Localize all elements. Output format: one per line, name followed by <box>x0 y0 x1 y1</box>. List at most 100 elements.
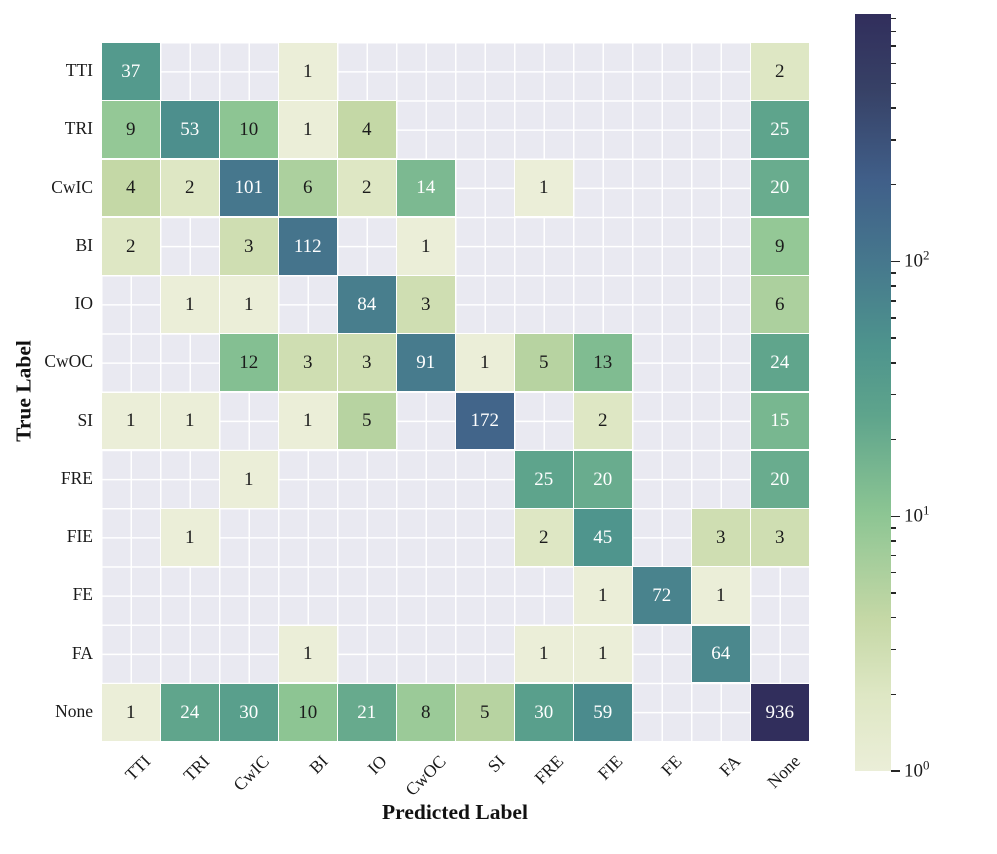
heatmap-cell: 1 <box>396 216 456 276</box>
colorbar-minor-tick <box>891 527 896 529</box>
heatmap-cell: 9 <box>750 216 810 276</box>
colorbar-minor-tick <box>891 62 896 64</box>
heatmap-cell: 2 <box>337 158 397 218</box>
colorbar-minor-tick <box>891 272 896 274</box>
colorbar-minor-tick <box>891 693 896 695</box>
heatmap-cell: 25 <box>750 100 810 159</box>
heatmap-cell: 4 <box>337 100 397 159</box>
heatmap-cell: 101 <box>219 158 279 218</box>
heatmap-cell: 6 <box>278 158 338 218</box>
heatmap-cell: 3 <box>396 275 456 334</box>
x-tick-label: TRI <box>179 751 214 786</box>
y-tick-label: TTI <box>65 60 93 81</box>
colorbar-minor-tick <box>891 554 896 557</box>
colorbar-minor-tick <box>891 592 896 594</box>
y-tick-label: FA <box>71 642 93 663</box>
heatmap-cell: 5 <box>514 333 574 392</box>
heatmap-cell: 64 <box>691 624 751 684</box>
heatmap-cell: 2 <box>573 391 633 451</box>
heatmap-cell: 24 <box>160 682 220 742</box>
heatmap-cell: 37 <box>101 42 161 101</box>
heatmap-cell: 3 <box>750 508 810 567</box>
heatmap-cell: 1 <box>514 158 574 218</box>
y-tick-label: SI <box>77 409 93 430</box>
heatmap-cell: 1 <box>278 624 338 684</box>
heatmap-cell: 172 <box>455 391 515 451</box>
colorbar-tick-label: 101 <box>904 502 930 527</box>
heatmap-cell: 10 <box>278 682 338 742</box>
y-tick-label: CwIC <box>51 176 93 197</box>
x-tick-label: CwOC <box>401 751 450 800</box>
heatmap-cell: 24 <box>750 333 810 392</box>
heatmap-cell: 1 <box>278 391 338 451</box>
x-axis-title: Predicted Label <box>382 800 528 824</box>
heatmap-cell: 10 <box>219 100 279 159</box>
x-tick-label: SI <box>483 751 509 777</box>
heatmap-cell: 53 <box>160 100 220 159</box>
colorbar-minor-tick <box>891 45 896 47</box>
heatmap-cell: 20 <box>750 158 810 218</box>
colorbar-major-tick <box>891 260 900 263</box>
colorbar-minor-tick <box>891 107 896 109</box>
heatmap-cell: 30 <box>219 682 279 742</box>
colorbar-major-tick <box>891 515 900 517</box>
heatmap-cell: 20 <box>573 449 633 509</box>
heatmap-cell: 14 <box>396 158 456 218</box>
y-tick-label: FRE <box>60 467 93 488</box>
heatmap-cell: 1 <box>160 508 220 567</box>
colorbar-minor-tick <box>891 285 896 287</box>
heatmap-cell: 2 <box>101 216 161 276</box>
y-tick-label: CwOC <box>44 351 93 372</box>
colorbar-tick-label: 100 <box>904 757 930 782</box>
y-tick-label: None <box>55 700 93 721</box>
y-tick-label: TRI <box>64 118 93 139</box>
heatmap-cell: 3 <box>691 508 751 567</box>
heatmap-cell: 6 <box>750 275 810 334</box>
heatmap-cell: 9 <box>101 100 161 159</box>
heatmap-cell: 12 <box>219 333 279 392</box>
heatmap-cell: 3 <box>337 333 397 392</box>
heatmap-cell: 45 <box>573 508 633 567</box>
colorbar-minor-tick <box>891 17 896 20</box>
y-tick-label: FIE <box>66 526 93 547</box>
colorbar-minor-tick <box>891 362 896 364</box>
x-tick-label: BI <box>305 751 332 778</box>
heatmap-cell: 4 <box>101 158 161 218</box>
colorbar-minor-tick <box>891 438 896 441</box>
heatmap-cell: 1 <box>514 624 574 684</box>
y-tick-label: IO <box>74 293 93 314</box>
heatmap-cell: 1 <box>573 566 633 625</box>
heatmap-cell: 936 <box>750 682 810 742</box>
colorbar-tick-label: 102 <box>904 247 930 272</box>
colorbar-minor-tick <box>891 30 896 33</box>
heatmap-cell: 20 <box>750 449 810 509</box>
y-tick-label: FE <box>72 584 93 605</box>
colorbar-minor-tick <box>891 317 896 319</box>
colorbar-minor-tick <box>891 540 896 542</box>
heatmap-cell: 3 <box>278 333 338 392</box>
heatmap-cell: 59 <box>573 682 633 742</box>
colorbar-minor-tick <box>891 82 896 85</box>
heatmap-cell: 1 <box>455 333 515 392</box>
heatmap-cell: 2 <box>750 42 810 101</box>
colorbar-gradient <box>855 14 891 771</box>
heatmap-cell: 25 <box>514 449 574 509</box>
colorbar-minor-tick <box>891 648 896 651</box>
heatmap-grid: 37 1 2 9 53 10 1 4 25 4 2 101 6 2 14 1 20 2 3 112 1 9 1 1 84 3 6 12… <box>101 42 810 742</box>
heatmap-cell: 1 <box>278 42 338 101</box>
heatmap-cell: 8 <box>396 682 456 742</box>
x-tick-label: None <box>762 751 804 792</box>
x-tick-label: CwIC <box>228 751 273 795</box>
x-tick-label: FA <box>715 751 745 781</box>
heatmap-cell: 2 <box>160 158 220 218</box>
heatmap-cell: 1 <box>101 682 161 742</box>
heatmap-cell: 1 <box>691 566 751 625</box>
x-tick-label: FIE <box>593 751 627 784</box>
heatmap-cell: 1 <box>278 100 338 159</box>
heatmap-cell: 1 <box>160 391 220 451</box>
heatmap-cell: 21 <box>337 682 397 742</box>
heatmap-cell: 3 <box>219 216 279 276</box>
colorbar-minor-tick <box>891 300 896 302</box>
heatmap-cell: 1 <box>219 449 279 509</box>
